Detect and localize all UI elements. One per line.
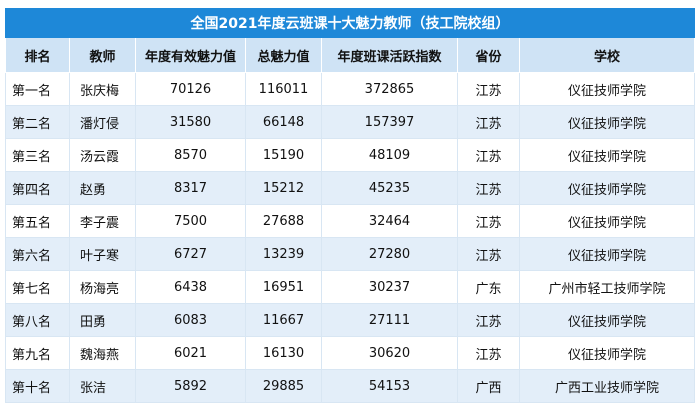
table-row: 第八名 田勇 6083 11667 27111 江苏 仪征技师学院 [5,303,696,337]
cell-teacher: 潘灯侵 [69,105,136,139]
cell-teacher: 汤云霞 [69,138,136,172]
cell-rank: 第十名 [5,369,70,403]
cell-activity-index: 372865 [321,72,458,106]
cell-total-charm: 116011 [245,72,322,106]
cell-annual-valid-charm: 6083 [135,303,246,337]
cell-teacher: 李子震 [69,204,136,238]
cell-teacher: 张洁 [69,369,136,403]
cell-total-charm: 13239 [245,237,322,271]
cell-teacher: 张庆梅 [69,72,136,106]
cell-annual-valid-charm: 7500 [135,204,246,238]
cell-activity-index: 30237 [321,270,458,304]
table-row: 第一名 张庆梅 70126 116011 372865 江苏 仪征技师学院 [5,72,696,106]
cell-rank: 第三名 [5,138,70,172]
cell-rank: 第九名 [5,336,70,370]
cell-annual-valid-charm: 70126 [135,72,246,106]
cell-school: 仪征技师学院 [518,72,696,106]
cell-province: 江苏 [457,138,520,172]
cell-total-charm: 15190 [245,138,322,172]
cell-annual-valid-charm: 6438 [135,270,246,304]
header-activity-index: 年度班课活跃指数 [321,37,458,73]
cell-rank: 第四名 [5,171,70,205]
cell-school: 广西工业技师学院 [518,369,696,403]
ranking-table: 全国2021年度云班课十大魅力教师（技工院校组） 排名 教师 年度有效魅力值 总… [4,8,696,403]
cell-rank: 第七名 [5,270,70,304]
table-row: 第三名 汤云霞 8570 15190 48109 江苏 仪征技师学院 [5,138,696,172]
cell-province: 江苏 [457,72,520,106]
cell-total-charm: 15212 [245,171,322,205]
cell-school: 仪征技师学院 [518,171,696,205]
cell-school: 广州市轻工技师学院 [518,270,696,304]
table-row: 第六名 叶子寒 6727 13239 27280 江苏 仪征技师学院 [5,237,696,271]
table-row: 第七名 杨海亮 6438 16951 30237 广东 广州市轻工技师学院 [5,270,696,304]
cell-province: 江苏 [457,303,520,337]
header-teacher: 教师 [69,37,136,73]
header-row: 排名 教师 年度有效魅力值 总魅力值 年度班课活跃指数 省份 学校 [5,37,696,73]
cell-teacher: 叶子寒 [69,237,136,271]
cell-province: 江苏 [457,336,520,370]
cell-school: 仪征技师学院 [518,204,696,238]
header-province: 省份 [457,37,520,73]
cell-teacher: 田勇 [69,303,136,337]
cell-rank: 第六名 [5,237,70,271]
cell-activity-index: 32464 [321,204,458,238]
cell-province: 广东 [457,270,520,304]
table-body: 第一名 张庆梅 70126 116011 372865 江苏 仪征技师学院 第二名 潘灯侵 315… [5,72,696,403]
cell-teacher: 杨海亮 [69,270,136,304]
cell-activity-index: 54153 [321,369,458,403]
cell-annual-valid-charm: 8317 [135,171,246,205]
table-row: 第二名 潘灯侵 31580 66148 157397 江苏 仪征技师学院 [5,105,696,139]
cell-annual-valid-charm: 31580 [135,105,246,139]
cell-activity-index: 30620 [321,336,458,370]
cell-total-charm: 16130 [245,336,322,370]
cell-province: 江苏 [457,237,520,271]
cell-annual-valid-charm: 6021 [135,336,246,370]
table-row: 第十名 张洁 5892 29885 54153 广西 广西工业技师学院 [5,369,696,403]
cell-total-charm: 66148 [245,105,322,139]
cell-total-charm: 27688 [245,204,322,238]
cell-rank: 第五名 [5,204,70,238]
cell-annual-valid-charm: 5892 [135,369,246,403]
ranking-table-container: 全国2021年度云班课十大魅力教师（技工院校组） 排名 教师 年度有效魅力值 总… [4,8,696,403]
header-total-charm: 总魅力值 [245,37,322,73]
cell-school: 仪征技师学院 [518,303,696,337]
header-school: 学校 [518,37,696,73]
cell-school: 仪征技师学院 [518,138,696,172]
cell-total-charm: 29885 [245,369,322,403]
cell-province: 江苏 [457,105,520,139]
cell-rank: 第八名 [5,303,70,337]
cell-activity-index: 27111 [321,303,458,337]
cell-annual-valid-charm: 6727 [135,237,246,271]
cell-province: 江苏 [457,171,520,205]
cell-activity-index: 157397 [321,105,458,139]
table-row: 第九名 魏海燕 6021 16130 30620 江苏 仪征技师学院 [5,336,696,370]
table-row: 第四名 赵勇 8317 15212 45235 江苏 仪征技师学院 [5,171,696,205]
cell-activity-index: 27280 [321,237,458,271]
cell-annual-valid-charm: 8570 [135,138,246,172]
cell-teacher: 赵勇 [69,171,136,205]
header-annual-valid-charm: 年度有效魅力值 [135,37,246,73]
cell-activity-index: 48109 [321,138,458,172]
table-title: 全国2021年度云班课十大魅力教师（技工院校组） [4,8,696,38]
cell-teacher: 魏海燕 [69,336,136,370]
cell-total-charm: 16951 [245,270,322,304]
cell-school: 仪征技师学院 [518,336,696,370]
cell-school: 仪征技师学院 [518,237,696,271]
cell-rank: 第二名 [5,105,70,139]
cell-province: 江苏 [457,204,520,238]
cell-school: 仪征技师学院 [518,105,696,139]
cell-rank: 第一名 [5,72,70,106]
cell-activity-index: 45235 [321,171,458,205]
table-row: 第五名 李子震 7500 27688 32464 江苏 仪征技师学院 [5,204,696,238]
header-rank: 排名 [5,37,70,73]
cell-province: 广西 [457,369,520,403]
cell-total-charm: 11667 [245,303,322,337]
